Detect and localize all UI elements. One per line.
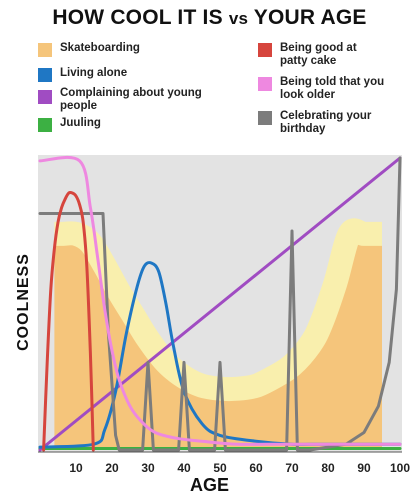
x-tick-label-80: 80	[321, 461, 335, 475]
x-tick-label-20: 20	[105, 461, 119, 475]
legend-item-patty-cake: Being good at patty cake	[258, 42, 380, 67]
legend-label-look-older: Being told that you look older	[280, 76, 385, 101]
legend-swatch-juuling	[38, 118, 52, 132]
x-tick-label-90: 90	[357, 461, 371, 475]
legend-swatch-look-older	[258, 77, 272, 91]
legend-label-patty-cake: Being good at patty cake	[280, 42, 357, 67]
x-tick-label-100: 100	[390, 461, 410, 475]
series-living-alone-line	[38, 261, 402, 449]
x-tick-label-30: 30	[141, 461, 155, 475]
legend-label-juuling: Juuling	[60, 117, 101, 129]
series-being-good-at-patty-cake-line	[42, 190, 95, 452]
title-main: HOW COOL IT IS	[52, 6, 223, 29]
x-tick-label-10: 10	[69, 461, 83, 475]
legend-item-juuling: Juuling	[38, 117, 101, 132]
legend-item-look-older: Being told that you look older	[258, 76, 390, 101]
series-being-told-that-you-look-older-line	[38, 155, 402, 446]
x-tick-label-60: 60	[249, 461, 263, 475]
legend-label-birthday: Celebrating your birthday	[280, 110, 372, 135]
legend-label-living-alone: Living alone	[60, 67, 128, 79]
legend-swatch-birthday	[258, 111, 272, 125]
x-tick-label-70: 70	[285, 461, 299, 475]
legend-label-complaining: Complaining about young people	[60, 87, 202, 112]
chart-title: HOW COOL IT IS vs YOUR AGE	[0, 6, 419, 30]
legend-swatch-skateboarding	[38, 43, 52, 57]
legend-label-skateboarding: Skateboarding	[60, 42, 140, 54]
x-axis-label: AGE	[189, 475, 229, 495]
legend-swatch-complaining	[38, 90, 52, 104]
series-complaining-about-young-people-line	[38, 156, 402, 452]
legend-swatch-living-alone	[38, 68, 52, 82]
series-celebrating-your-birthday-line	[38, 156, 402, 452]
legend-item-living-alone: Living alone	[38, 67, 127, 82]
title-end: YOUR AGE	[253, 6, 367, 29]
legend-item-skateboarding: Skateboarding	[38, 42, 140, 57]
series-skateboarding-area	[54, 230, 383, 450]
x-tick-label-50: 50	[213, 461, 227, 475]
y-axis-label: COOLNESS	[15, 253, 32, 351]
legend-item-birthday: Celebrating your birthday	[258, 110, 390, 135]
legend-item-complaining: Complaining about young people	[38, 87, 210, 112]
x-tick-label-40: 40	[177, 461, 191, 475]
legend-swatch-patty-cake	[258, 43, 272, 57]
title-vs: vs	[228, 9, 249, 28]
